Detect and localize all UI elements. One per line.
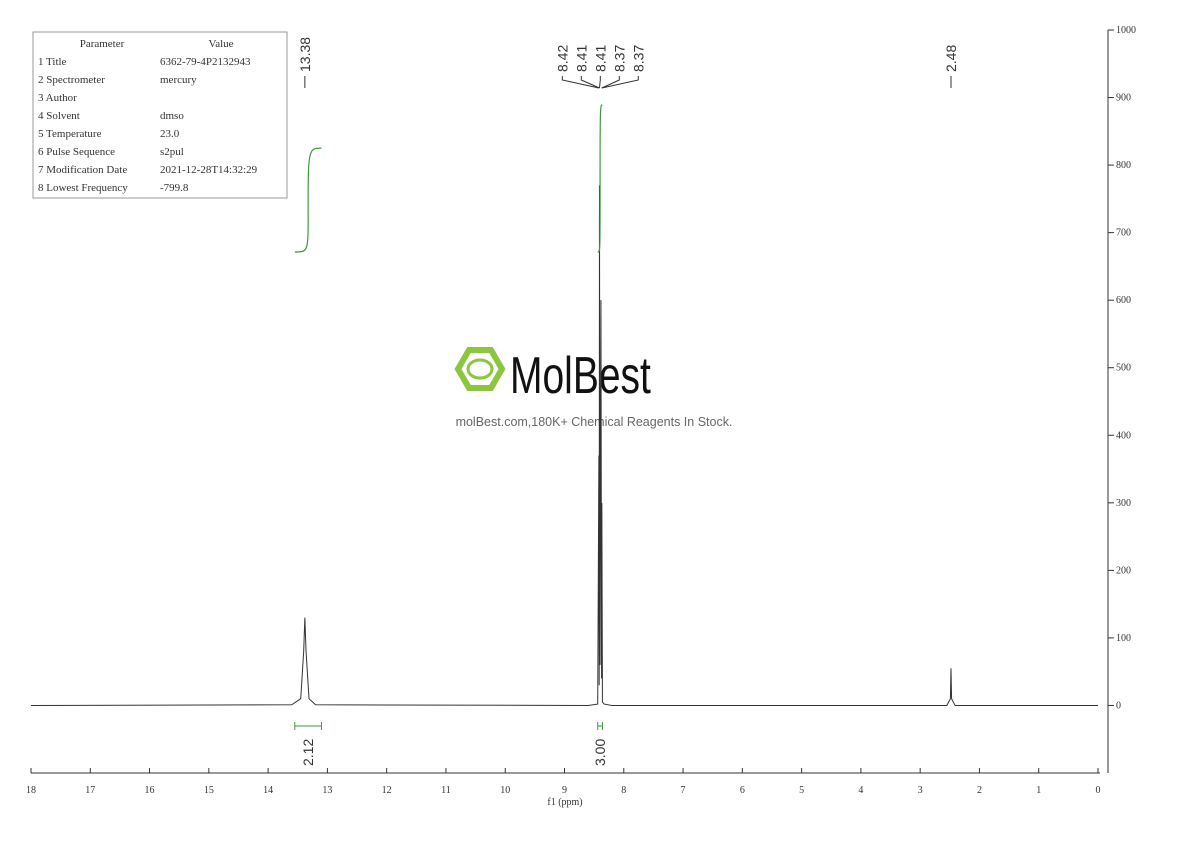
x-tick-label: 6 <box>740 785 745 796</box>
logo-hexagon <box>454 347 506 391</box>
table-cell: 2 Spectrometer <box>38 74 105 86</box>
peak-label: 13.38 <box>297 37 313 72</box>
x-tick-label: 8 <box>621 785 626 796</box>
table-cell: 3 Author <box>38 92 77 104</box>
integral-label: 3.00 <box>592 739 608 766</box>
y-tick-label: 400 <box>1116 430 1131 441</box>
y-tick-label: 500 <box>1116 363 1131 374</box>
peak-marker <box>601 76 639 89</box>
integral-curve <box>597 104 603 253</box>
peak-marker <box>580 76 600 89</box>
x-tick-label: 17 <box>85 785 95 796</box>
table-cell: s2pul <box>160 146 184 158</box>
watermark: MolBest molBest.com,180K+ Chemical Reage… <box>454 345 733 429</box>
x-axis-label: f1 (ppm) <box>547 797 582 808</box>
table-cell: 6362-79-4P2132943 <box>160 56 251 68</box>
peak-label: 8.42 <box>554 45 570 72</box>
x-tick-label: 3 <box>918 785 923 796</box>
parameter-table: Parameter Value 1 Title 6362-79-4P2132943 2 … <box>32 31 288 199</box>
x-tick-label: 1 <box>1036 785 1041 796</box>
table-header: Value <box>208 38 233 50</box>
x-tick-label: 18 <box>26 785 36 796</box>
y-tick-label: 300 <box>1116 498 1131 509</box>
peak-marker <box>598 76 601 89</box>
x-tick-label: 14 <box>263 785 273 796</box>
y-tick-label: 800 <box>1116 160 1131 171</box>
table-cell: 7 Modification Date <box>38 164 127 176</box>
logo-ring <box>466 358 494 380</box>
x-tick-label: 5 <box>799 785 804 796</box>
table-cell: 8 Lowest Frequency <box>38 182 128 194</box>
peak-label: 8.41 <box>592 45 608 72</box>
y-tick-label: 1000 <box>1116 25 1136 36</box>
y-tick-label: 700 <box>1116 228 1131 239</box>
peak-label: 2.48 <box>943 45 959 72</box>
table-cell: 2021-12-28T14:32:29 <box>160 164 258 176</box>
table-cell: mercury <box>160 74 197 86</box>
x-tick-label: 10 <box>500 785 510 796</box>
x-tick-label: 16 <box>145 785 155 796</box>
x-tick-label: 4 <box>858 785 863 796</box>
table-cell: 1 Title <box>38 56 67 68</box>
peak-marker <box>561 76 599 89</box>
peak-marker <box>601 76 620 89</box>
y-tick-label: 600 <box>1116 295 1131 306</box>
integral-label: 2.12 <box>300 739 316 766</box>
y-tick-label: 0 <box>1116 700 1121 711</box>
table-cell: dmso <box>160 110 184 122</box>
integral-bracket <box>597 722 603 730</box>
brand: MolBest <box>510 345 651 404</box>
integral-curve <box>294 147 322 253</box>
table-cell: 6 Pulse Sequence <box>38 146 115 158</box>
table-border <box>32 31 288 199</box>
table-header: Parameter <box>80 38 125 50</box>
x-tick-label: 2 <box>977 785 982 796</box>
table-cell: -799.8 <box>160 182 189 194</box>
x-tick-label: 0 <box>1096 785 1101 796</box>
y-tick-label: 900 <box>1116 93 1131 104</box>
tagline: molBest.com,180K+ Chemical Reagents In S… <box>456 415 733 429</box>
peak-label: 8.37 <box>630 45 646 72</box>
table-cell: 5 Temperature <box>38 128 102 140</box>
x-tick-label: 11 <box>441 785 451 796</box>
peak-label: 8.41 <box>573 45 589 72</box>
y-tick-label: 100 <box>1116 633 1131 644</box>
table-cell: 23.0 <box>160 128 180 140</box>
x-tick-label: 7 <box>681 785 686 796</box>
x-tick-label: 9 <box>562 785 567 796</box>
x-tick-label: 15 <box>204 785 214 796</box>
x-tick-label: 13 <box>322 785 332 796</box>
x-tick-label: 12 <box>382 785 392 796</box>
spectrum-line <box>30 185 1098 706</box>
peak-label: 8.37 <box>611 45 627 72</box>
integral-bracket <box>294 722 322 730</box>
y-tick-label: 200 <box>1116 565 1131 576</box>
table-cell: 4 Solvent <box>38 110 80 122</box>
